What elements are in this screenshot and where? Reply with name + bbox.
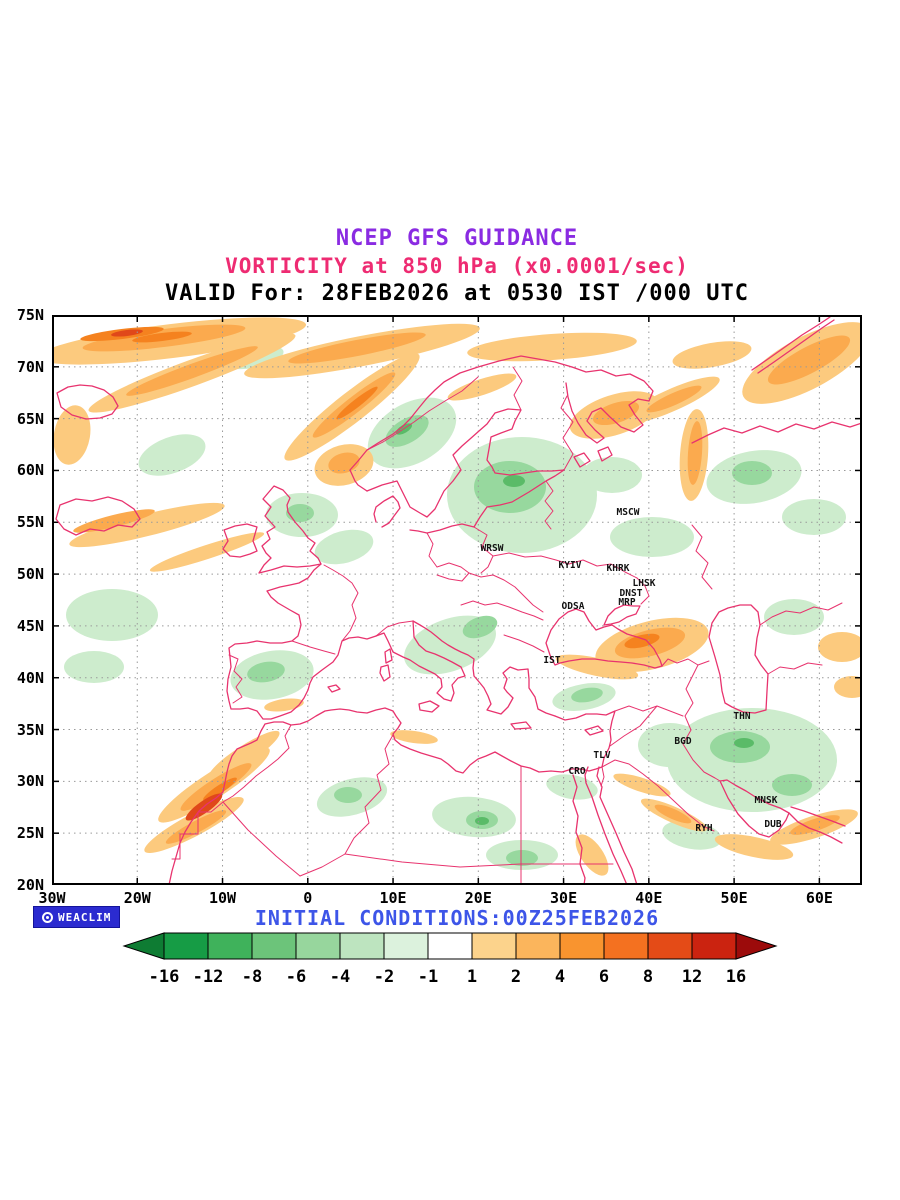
city-label: IST — [543, 655, 560, 666]
lat-tick-label: 40N — [16, 668, 44, 687]
lon-tick-label: 50E — [720, 889, 748, 907]
grid-lines — [51, 314, 862, 886]
colorbar-segment — [295, 932, 341, 960]
colorbar-segment — [383, 932, 429, 960]
lon-tick-label: 30E — [550, 889, 578, 907]
lon-axis: 30W 20W 10W 0 10E 20E 30E 40E 50E 60E — [38, 889, 862, 911]
colorbar-segment — [251, 932, 297, 960]
city-label: DUB — [764, 819, 781, 830]
title-valid-line: VALID For: 28FEB2026 at 0530 IST /000 UT… — [164, 281, 750, 306]
lon-tick-label: 10E — [379, 889, 407, 907]
city-label: KHRK — [607, 563, 630, 574]
colorbar-tick-label: -1 — [418, 967, 438, 987]
lon-tick-label: 60E — [805, 889, 833, 907]
lon-tick-label: 30W — [38, 889, 66, 907]
weaclim-badge: WEACLIM — [33, 906, 121, 928]
lat-tick-label: 25N — [16, 824, 44, 843]
lat-tick-label: 20N — [16, 876, 44, 894]
city-label: THN — [733, 711, 750, 722]
initial-conditions-text: INITIAL CONDITIONS:00Z25FEB2026 — [254, 906, 660, 930]
city-label: CRO — [568, 766, 585, 777]
lon-tick-label: 20E — [464, 889, 492, 907]
colorbar-tick-label: 16 — [726, 967, 746, 987]
lat-tick-label: 75N — [16, 306, 44, 324]
coastlines — [55, 316, 863, 886]
city-label: WRSW — [481, 543, 504, 554]
colorbar: -16 -12 -8 -6 -4 -2 -1 1 2 4 6 8 12 16 — [122, 932, 778, 987]
colorbar-segment — [603, 932, 649, 960]
map-panel: MSCW WRSW KYIV KHRK LHSK DNST MRP ODSA IST THN BGD… — [37, 314, 872, 886]
country-borders — [171, 366, 843, 886]
lat-tick-label: 55N — [16, 513, 44, 532]
colorbar-tick-label: 2 — [511, 967, 521, 987]
city-label: MSCW — [617, 507, 640, 518]
city-label: MNSK — [755, 795, 778, 806]
colorbar-segment — [471, 932, 517, 960]
lon-tick-label: 10W — [208, 889, 237, 907]
colorbar-tick-label: -6 — [286, 967, 306, 987]
colorbar-tick-label: 6 — [599, 967, 609, 987]
lat-tick-label: 45N — [16, 616, 44, 635]
lat-tick-label: 65N — [16, 409, 44, 428]
lat-axis: 75N 70N 65N 60N 55N 50N 45N 40N 35N 30N 25N 20N — [0, 307, 48, 893]
colorbar-below-arrow — [122, 932, 165, 960]
city-label: BGD — [674, 736, 691, 747]
title-variable-line: VORTICITY at 850 hPa (x0.0001/sec) — [225, 254, 689, 278]
colorbar-tick-label: -2 — [374, 967, 394, 987]
colorbar-segment — [207, 932, 253, 960]
vorticity-shading — [37, 317, 872, 876]
colorbar-tick-label: -12 — [193, 967, 224, 987]
colorbar-segment — [163, 932, 209, 960]
weaclim-logo-icon — [42, 911, 53, 923]
colorbar-tick-label: 8 — [643, 967, 653, 987]
lat-tick-label: 50N — [16, 565, 44, 584]
colorbar-segment — [647, 932, 693, 960]
lat-tick-label: 30N — [16, 772, 44, 791]
city-label: LHSK — [633, 578, 656, 589]
colorbar-segment — [691, 932, 737, 960]
city-label: ODSA — [562, 601, 585, 612]
colorbar-tick-label: 1 — [467, 967, 477, 987]
city-label: RYH — [695, 823, 712, 834]
colorbar-tick-label: -16 — [149, 967, 180, 987]
city-label: MRP — [618, 597, 635, 608]
city-label: DNST — [620, 588, 643, 599]
lon-tick-label: 0 — [303, 889, 313, 907]
lon-tick-label: 40E — [635, 889, 663, 907]
colorbar-above-arrow — [735, 932, 778, 960]
map-border — [52, 315, 862, 885]
colorbar-tick-label: -4 — [330, 967, 350, 987]
colorbar-segment — [427, 932, 473, 960]
colorbar-tick-label: 4 — [555, 967, 565, 987]
title-model-line: NCEP GFS GUIDANCE — [335, 226, 579, 251]
colorbar-segment — [339, 932, 385, 960]
lat-tick-label: 60N — [16, 461, 44, 480]
city-label: TLV — [593, 750, 610, 761]
colorbar-tick-label: 12 — [682, 967, 702, 987]
lon-tick-label: 20W — [123, 889, 151, 907]
weaclim-label: WEACLIM — [58, 910, 112, 924]
colorbar-segment — [515, 932, 561, 960]
city-label: KYIV — [559, 560, 582, 571]
colorbar-tick-label: -8 — [242, 967, 262, 987]
colorbar-segment — [559, 932, 605, 960]
lat-tick-label: 35N — [16, 720, 44, 739]
lat-tick-label: 70N — [16, 357, 44, 376]
